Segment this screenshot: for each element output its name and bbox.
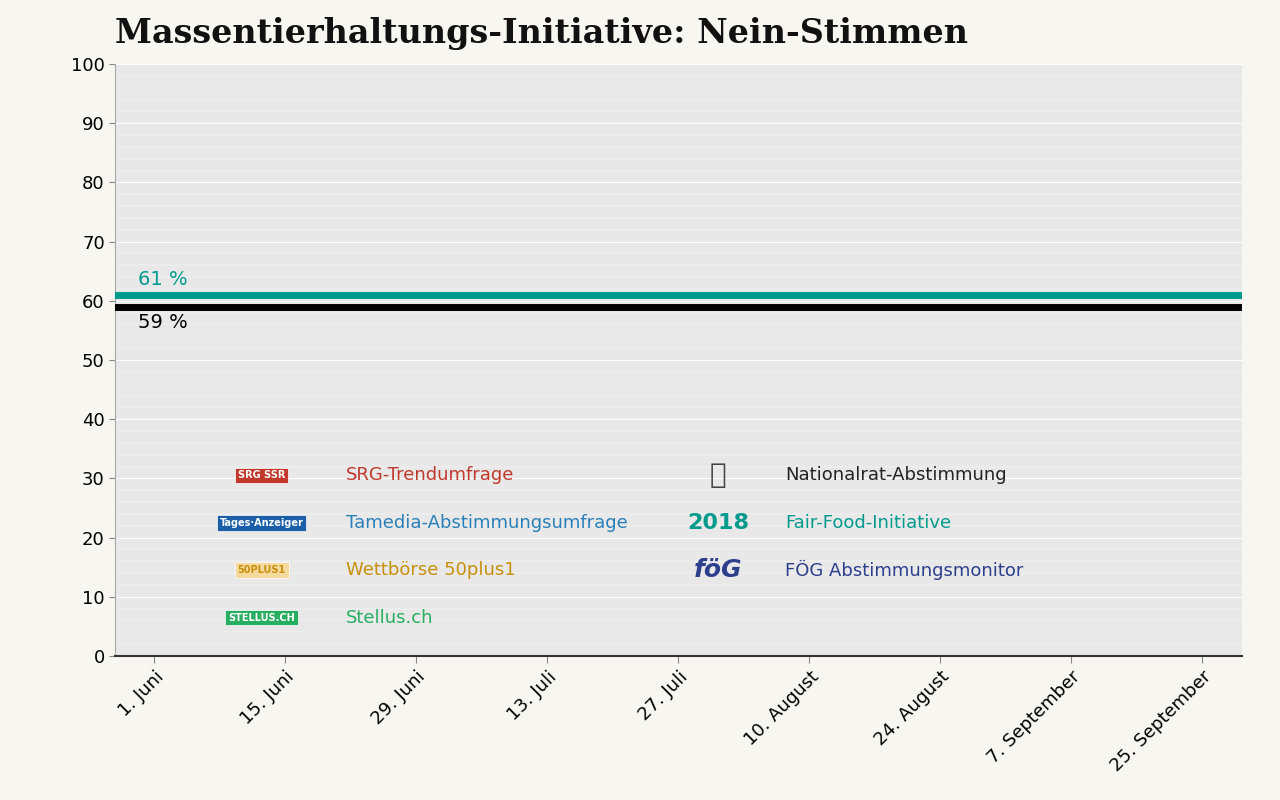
Text: Tages·Anzeiger: Tages·Anzeiger: [220, 518, 303, 528]
Text: 59 %: 59 %: [138, 313, 187, 332]
Text: föG: föG: [694, 558, 742, 582]
Text: SRG SSR: SRG SSR: [238, 470, 285, 481]
Text: Massentierhaltungs-Initiative: Nein-Stimmen: Massentierhaltungs-Initiative: Nein-Stim…: [115, 17, 968, 50]
Text: Wettbörse 50plus1: Wettbörse 50plus1: [346, 561, 516, 579]
Text: Tamedia-Abstimmungsumfrage: Tamedia-Abstimmungsumfrage: [346, 514, 628, 532]
Text: 2018: 2018: [687, 513, 749, 533]
Text: Stellus.ch: Stellus.ch: [346, 609, 434, 626]
Text: Fair-Food-Initiative: Fair-Food-Initiative: [786, 514, 951, 532]
Text: FÖG Abstimmungsmonitor: FÖG Abstimmungsmonitor: [786, 560, 1024, 580]
Text: 50PLUS1: 50PLUS1: [238, 565, 285, 575]
Text: ⛪: ⛪: [709, 462, 726, 490]
Text: SRG-Trendumfrage: SRG-Trendumfrage: [346, 466, 515, 485]
Text: STELLUS.CH: STELLUS.CH: [228, 613, 294, 622]
Text: 61 %: 61 %: [138, 270, 187, 289]
Text: Nationalrat-Abstimmung: Nationalrat-Abstimmung: [786, 466, 1007, 485]
